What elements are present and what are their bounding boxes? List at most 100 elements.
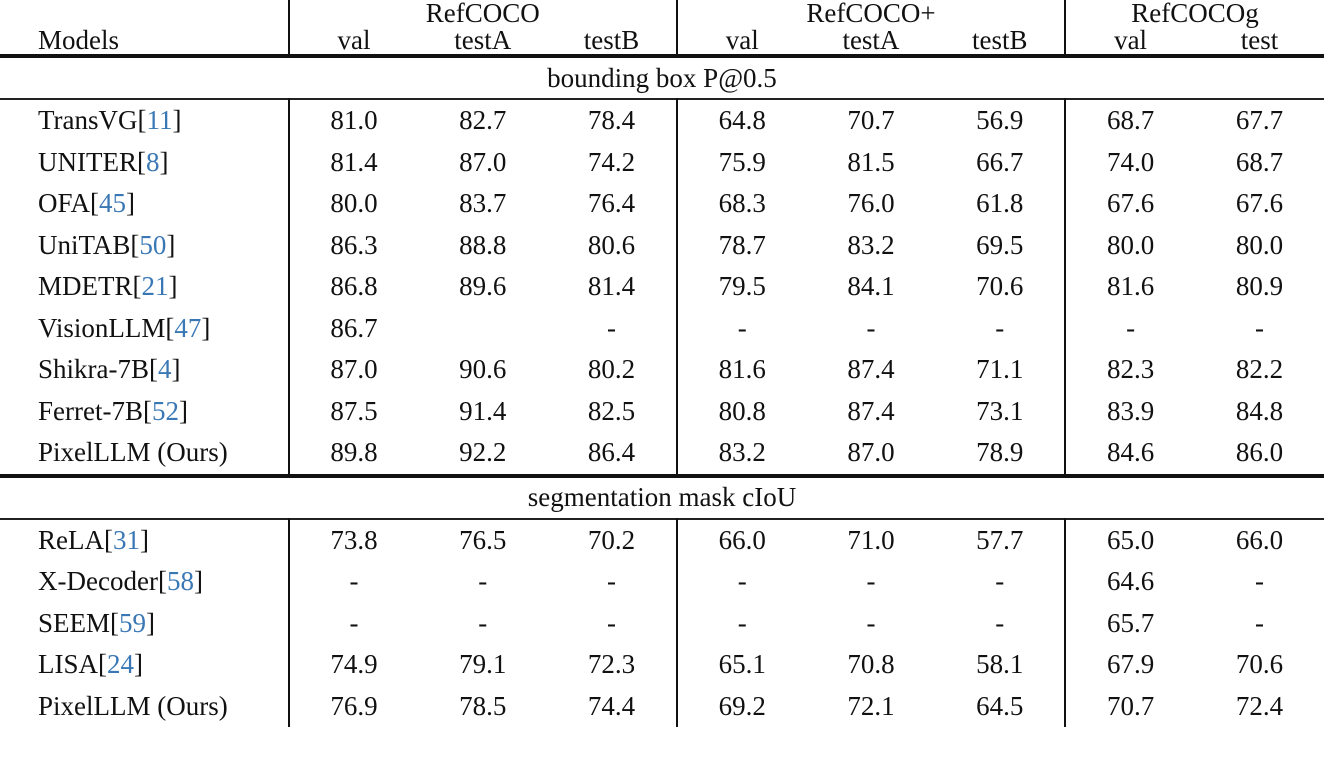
- value-cell: -: [478, 607, 488, 638]
- value-cell: 71.1: [976, 354, 1024, 385]
- citation-link[interactable]: 21: [141, 271, 169, 302]
- value-cell: 76.4: [587, 188, 636, 219]
- value-cell: 91.4: [459, 395, 507, 426]
- value-cell: 83.7: [459, 188, 507, 219]
- dataset-group-header-row: RefCOCO RefCOCO+ RefCOCOg: [0, 0, 1324, 27]
- bracket: ]: [166, 229, 176, 260]
- value-cell: 87.4: [847, 395, 895, 426]
- value-cell: 86.4: [587, 437, 636, 468]
- value-cell: [418, 308, 547, 350]
- bracket: ]: [201, 312, 211, 343]
- table-row: MDETR[21] 86.8 89.6 81.4 79.5 84.1 70.6 81.6 80.…: [0, 266, 1324, 308]
- citation-link[interactable]: 59: [119, 607, 147, 638]
- value-cell: 79.1: [459, 649, 507, 680]
- model-name: X-Decoder: [38, 566, 158, 597]
- bracket: ]: [146, 607, 156, 638]
- table-row: VisionLLM[47] 86.7- - - - - -: [0, 307, 1324, 350]
- group-header-refcoco: RefCOCO: [287, 0, 677, 27]
- value-cell: 84.8: [1235, 395, 1284, 426]
- value-cell: 81.6: [1064, 266, 1196, 308]
- value-cell: 68.7: [1235, 146, 1284, 177]
- model-name: LISA: [38, 649, 98, 680]
- value-cell: 66.0: [1235, 524, 1284, 555]
- table-row: LISA[24] 74.9 79.1 72.3 65.1 70.8 58.1 67.9 70.6: [0, 644, 1324, 686]
- results-body: bounding box P@0.5 TransVG[11] 81.0 82.7 78.…: [0, 56, 1324, 727]
- value-cell: -: [1255, 607, 1264, 638]
- table-row: Shikra-7B[4] 87.0 90.6 80.2 81.6 87.4 71.1 82.3…: [0, 349, 1324, 391]
- value-cell: 72.4: [1235, 690, 1284, 721]
- value-cell: -: [607, 607, 617, 638]
- value-cell: -: [675, 307, 807, 349]
- value-cell: 67.7: [1235, 105, 1284, 136]
- value-cell: 76.5: [459, 524, 507, 555]
- value-cell: 74.9: [287, 644, 419, 686]
- model-name: Shikra-7B: [38, 354, 149, 385]
- value-cell: 79.5: [675, 266, 807, 308]
- value-cell: 80.0: [1235, 229, 1284, 260]
- citation-link[interactable]: 31: [112, 524, 140, 555]
- bracket: ]: [172, 105, 182, 136]
- bracket: ]: [171, 354, 181, 385]
- model-name-cell: VisionLLM[47]: [0, 308, 289, 350]
- citation-link[interactable]: 8: [145, 146, 160, 177]
- citation-link[interactable]: 50: [139, 229, 167, 260]
- split-header: testB: [971, 25, 1028, 55]
- bracket: [: [103, 524, 113, 555]
- value-cell: 73.1: [976, 395, 1024, 426]
- table-row: PixelLLM (Ours) 76.9 78.5 74.4 69.2 72.1 64.5 7…: [0, 685, 1324, 728]
- model-name: OFA: [38, 188, 91, 219]
- value-cell: 87.0: [459, 146, 507, 177]
- table-row: TransVG[11] 81.0 82.7 78.4 64.8 70.7 56.9 68.7 6…: [0, 99, 1324, 142]
- value-cell: 87.5: [287, 390, 419, 432]
- value-cell: 82.7: [459, 105, 507, 136]
- bracket: [: [110, 607, 120, 638]
- value-cell: 89.6: [459, 271, 507, 302]
- section-title: segmentation mask cIoU: [527, 482, 797, 512]
- bracket: [: [137, 105, 147, 136]
- model-name-cell: X-Decoder[58]: [0, 561, 289, 603]
- value-cell: 82.3: [1064, 349, 1196, 391]
- value-cell: 86.7: [287, 307, 419, 349]
- value-cell: -: [287, 561, 419, 603]
- value-cell: 83.2: [675, 432, 807, 476]
- value-cell: 70.7: [1064, 685, 1196, 727]
- value-cell: -: [675, 561, 807, 603]
- value-cell: 61.8: [976, 188, 1024, 219]
- citation-link[interactable]: 45: [99, 188, 127, 219]
- split-header: val: [287, 27, 419, 56]
- value-cell: -: [995, 607, 1005, 638]
- value-cell: -: [607, 312, 617, 343]
- value-cell: -: [995, 566, 1005, 597]
- bracket: [: [132, 271, 142, 302]
- value-cell: -: [866, 607, 876, 638]
- value-cell: 67.9: [1064, 644, 1196, 686]
- value-cell: 76.9: [287, 685, 419, 727]
- value-cell: 67.6: [1235, 188, 1284, 219]
- citation-link[interactable]: 11: [146, 105, 173, 136]
- value-cell: 89.8: [287, 432, 419, 476]
- section-header-row: segmentation mask cIoU: [0, 476, 1324, 519]
- model-name: PixelLLM (Ours): [38, 437, 228, 468]
- citation-link[interactable]: 24: [107, 649, 134, 680]
- model-name: SEEM: [38, 607, 111, 638]
- bracket: [: [165, 312, 175, 343]
- models-header: Models: [38, 25, 119, 55]
- citation-link[interactable]: 58: [166, 566, 194, 597]
- section-title: bounding box P@0.5: [547, 62, 777, 93]
- citation-link[interactable]: 52: [151, 395, 179, 426]
- value-cell: 75.9: [675, 141, 807, 183]
- value-cell: 56.9: [976, 105, 1024, 136]
- model-name-cell: ReLA[31]: [0, 519, 289, 562]
- citation-link[interactable]: 4: [158, 354, 172, 385]
- model-name-cell: PixelLLM (Ours): [0, 686, 289, 728]
- value-cell: 78.9: [976, 437, 1024, 468]
- value-cell: 72.3: [587, 649, 636, 680]
- value-cell: 87.4: [847, 354, 895, 385]
- value-cell: 87.0: [847, 437, 895, 468]
- value-cell: 71.0: [847, 524, 895, 555]
- citation-link[interactable]: 47: [174, 312, 202, 343]
- value-cell: 78.5: [459, 690, 507, 721]
- value-cell: 92.2: [459, 437, 507, 468]
- value-cell: 80.0: [1064, 224, 1196, 266]
- split-header: testA: [842, 25, 900, 55]
